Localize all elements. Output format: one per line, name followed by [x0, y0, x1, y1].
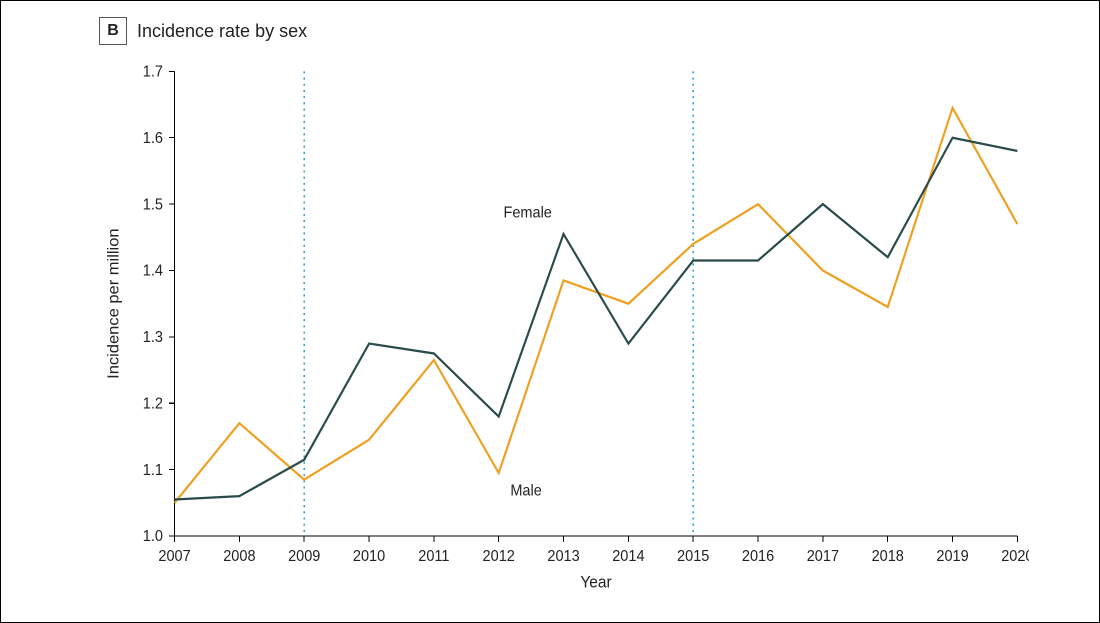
x-tick-label: 2007 — [158, 547, 190, 565]
figure-frame: B Incidence rate by sex 1.01.11.21.31.41… — [0, 0, 1100, 623]
y-tick-label: 1.2 — [143, 395, 163, 413]
panel-header: B Incidence rate by sex — [99, 17, 1069, 45]
x-axis-title: Year — [580, 574, 612, 592]
y-tick-label: 1.4 — [143, 262, 163, 280]
y-tick-label: 1.6 — [143, 129, 163, 147]
x-tick-label: 2008 — [223, 547, 255, 565]
x-tick-label: 2010 — [353, 547, 385, 565]
chart-panel: B Incidence rate by sex 1.01.11.21.31.41… — [31, 17, 1069, 608]
y-axis-title: Incidence per million — [106, 228, 122, 378]
y-tick-label: 1.1 — [143, 461, 163, 479]
y-tick-label: 1.5 — [143, 196, 163, 214]
y-tick-label: 1.0 — [143, 528, 163, 546]
x-tick-label: 2020 — [1001, 547, 1029, 565]
x-tick-label: 2019 — [936, 547, 968, 565]
x-tick-label: 2018 — [872, 547, 904, 565]
y-tick-label: 1.7 — [143, 63, 163, 81]
series-label-female: Female — [503, 204, 551, 222]
x-tick-label: 2015 — [677, 547, 709, 565]
line-chart-svg: 1.0 1.1 1.2 1.3 1.4 1.5 1.6 1.7 2007 2008 2009 2010… — [99, 61, 1029, 598]
x-tick-label: 2016 — [742, 547, 774, 565]
y-tick-label: 1.3 — [143, 329, 163, 347]
x-tick-label: 2013 — [547, 547, 579, 565]
chart-area: 1.0 1.1 1.2 1.3 1.4 1.5 1.6 1.7 2007 2008 2009 2010… — [99, 61, 1029, 598]
series-label-male: Male — [510, 482, 541, 500]
x-tick-label: 2011 — [418, 547, 449, 565]
series-line-female — [175, 138, 1018, 500]
x-tick-label: 2014 — [612, 547, 644, 565]
series-line-male — [175, 108, 1018, 503]
x-tick-label: 2012 — [483, 547, 515, 565]
panel-badge: B — [99, 17, 127, 45]
x-tick-label: 2017 — [807, 547, 839, 565]
panel-title: Incidence rate by sex — [137, 21, 307, 42]
x-tick-label: 2009 — [288, 547, 320, 565]
